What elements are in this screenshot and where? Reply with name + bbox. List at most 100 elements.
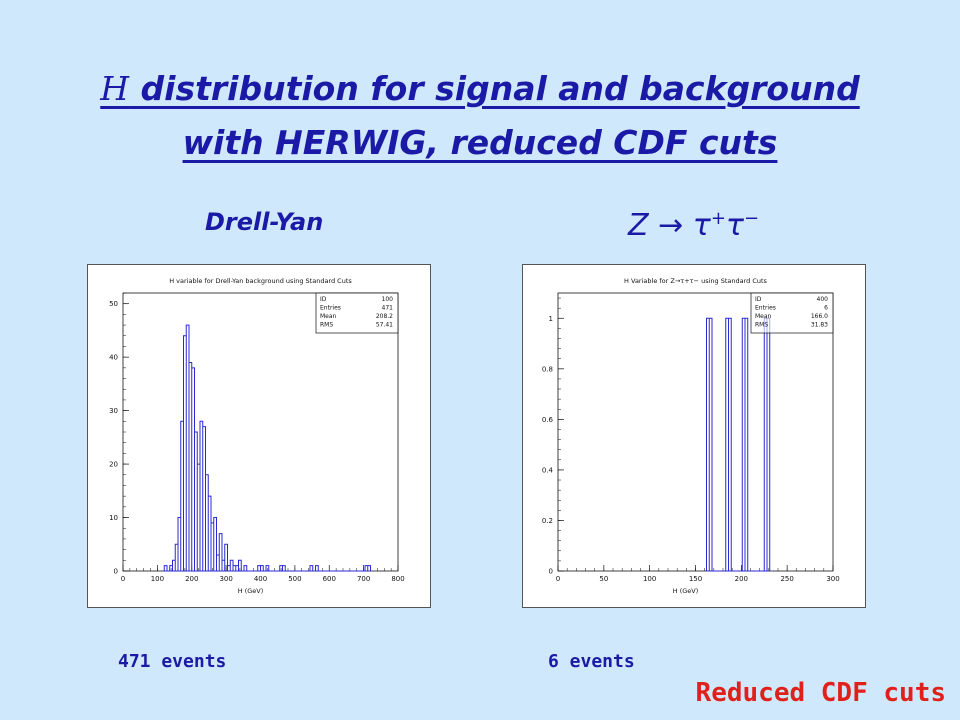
- stats-label: Mean: [755, 313, 772, 320]
- x-tick-label: 600: [323, 575, 336, 583]
- chart-title: H Variable for Z→τ+τ− using Standard Cut…: [624, 277, 767, 285]
- drell-yan-histogram: H variable for Drell-Yan background usin…: [109, 277, 405, 595]
- x-tick-label: 700: [357, 575, 370, 583]
- y-tick-label: 0.2: [542, 517, 553, 525]
- x-tick-label: 300: [826, 575, 839, 583]
- histogram-bin: [178, 518, 181, 571]
- histogram-bin: [203, 427, 206, 571]
- drell-yan-histogram-panel: H variable for Drell-Yan background usin…: [87, 264, 431, 608]
- plot-frame: [122, 292, 399, 572]
- slide-title: H distribution for signal and background…: [0, 62, 960, 170]
- x-tick-label: 150: [689, 575, 702, 583]
- histogram-bin: [742, 318, 745, 571]
- histogram-bin: [225, 544, 228, 571]
- histogram-bin: [726, 318, 729, 571]
- histogram-bin: [266, 566, 269, 571]
- y-tick-label: 0.8: [542, 365, 553, 373]
- histogram-bin: [368, 566, 371, 571]
- histogram-bin: [222, 560, 225, 571]
- y-tick-label: 40: [109, 354, 118, 362]
- stats-value: 100: [382, 296, 394, 303]
- histogram-bin: [365, 566, 368, 571]
- stats-value: 208.2: [376, 313, 393, 320]
- stats-label: Entries: [320, 305, 341, 312]
- histogram-bin: [283, 566, 286, 571]
- x-axis-label: H (GeV): [238, 587, 264, 595]
- histogram-bin: [228, 566, 231, 571]
- histogram-bin: [767, 318, 770, 571]
- histogram-bin: [197, 464, 200, 571]
- histogram-bin: [280, 566, 283, 571]
- x-tick-label: 400: [254, 575, 267, 583]
- x-tick-label: 0: [556, 575, 560, 583]
- y-tick-label: 10: [109, 514, 118, 522]
- histogram-bin: [709, 318, 712, 571]
- x-tick-label: 500: [288, 575, 301, 583]
- histogram-bin: [164, 566, 167, 571]
- stats-label: ID: [755, 296, 762, 303]
- stats-box: [315, 292, 399, 334]
- y-tick-label: 20: [109, 461, 118, 469]
- x-tick-label: 800: [391, 575, 404, 583]
- histogram-bin: [195, 432, 198, 571]
- stats-value: 471: [382, 305, 394, 312]
- histogram-bin: [219, 534, 222, 571]
- histogram-bin: [258, 566, 261, 571]
- stats-value: 31.83: [811, 322, 828, 329]
- histogram-bin: [764, 318, 767, 571]
- histogram-bin: [173, 560, 176, 571]
- histogram-bin: [181, 421, 184, 571]
- ztautau-histogram: H Variable for Z→τ+τ− using Standard Cut…: [542, 277, 840, 595]
- histogram-bin: [707, 318, 710, 571]
- histogram-bin: [310, 566, 313, 571]
- ztautau-event-count: 6 events: [548, 651, 635, 672]
- histogram-outline: [706, 317, 771, 571]
- stats-label: Entries: [755, 305, 776, 312]
- histogram-bin: [729, 318, 732, 571]
- drell-yan-heading: Drell-Yan: [205, 208, 324, 236]
- y-tick-label: 30: [109, 407, 118, 415]
- x-tick-label: 0: [121, 575, 125, 583]
- histogram-bin: [236, 566, 239, 571]
- h-symbol: H: [100, 69, 130, 108]
- histogram-bin: [230, 560, 233, 571]
- drell-yan-event-count: 471 events: [118, 651, 227, 672]
- y-tick-label: 50: [109, 300, 118, 308]
- ztautau-sup1: +: [710, 208, 726, 229]
- x-tick-label: 200: [735, 575, 748, 583]
- x-tick-label: 200: [185, 575, 198, 583]
- histogram-bin: [189, 363, 192, 572]
- x-axis-label: H (GeV): [673, 587, 699, 595]
- x-tick-label: 50: [599, 575, 608, 583]
- ztautau-mid: τ: [725, 208, 744, 243]
- histogram-bin: [200, 421, 203, 571]
- ztautau-main: Z → τ: [628, 208, 711, 243]
- y-tick-label: 0.4: [542, 466, 554, 474]
- x-tick-label: 100: [643, 575, 656, 583]
- stats-value: 6: [824, 305, 828, 312]
- ztautau-heading: Z → τ+τ−: [628, 208, 759, 243]
- ztautau-histogram-panel: H Variable for Z→τ+τ− using Standard Cut…: [522, 264, 866, 608]
- histogram-bin: [211, 523, 214, 571]
- stats-value: 166.0: [811, 313, 828, 320]
- chart-title: H variable for Drell-Yan background usin…: [169, 277, 352, 285]
- stats-value: 400: [817, 296, 829, 303]
- y-tick-label: 0.6: [542, 416, 554, 424]
- y-tick-label: 1: [549, 315, 553, 323]
- footer-note: Reduced CDF cuts: [695, 678, 946, 708]
- histogram-bin: [239, 560, 242, 571]
- stats-label: RMS: [320, 322, 333, 329]
- histogram-bin: [214, 518, 217, 571]
- histogram-bin: [170, 566, 173, 571]
- y-tick-label: 0: [114, 568, 118, 576]
- histogram-bin: [192, 368, 195, 571]
- histogram-bin: [316, 566, 319, 571]
- y-tick-label: 0: [549, 568, 553, 576]
- ztautau-sup2: −: [743, 208, 760, 229]
- stats-label: RMS: [755, 322, 768, 329]
- histogram-bin: [261, 566, 264, 571]
- title-line2: with HERWIG, reduced CDF cuts: [182, 123, 778, 162]
- histogram-bin: [175, 544, 178, 571]
- histogram-bin: [208, 496, 211, 571]
- stats-value: 57.41: [376, 322, 393, 329]
